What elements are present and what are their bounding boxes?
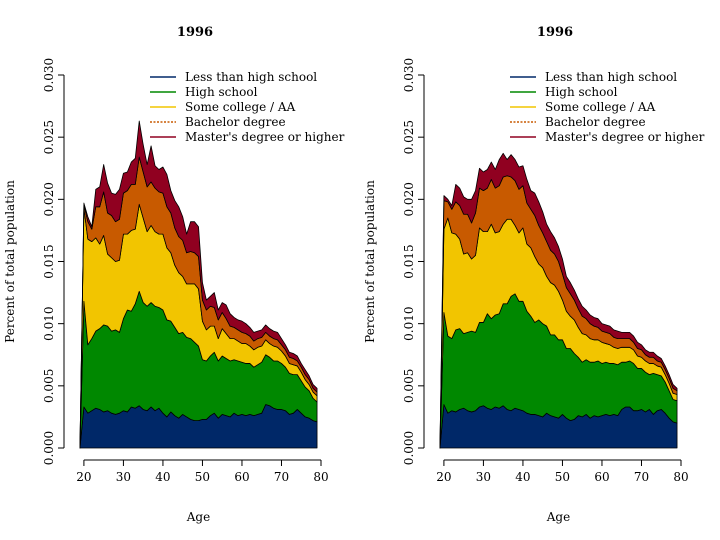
x-tick-label: 50 [555, 470, 570, 484]
y-tick-label: 0.020 [42, 182, 56, 216]
legend-label-less-than-high-school: Less than high school [185, 70, 317, 84]
y-tick-label: 0.005 [42, 369, 56, 403]
y-tick-label: 0.000 [402, 431, 416, 465]
legend-label-high-school: High school [185, 85, 258, 99]
x-tick-label: 40 [155, 470, 170, 484]
x-axis-label: Age [546, 510, 570, 524]
y-tick-label: 0.020 [402, 182, 416, 216]
y-tick-label: 0.015 [42, 244, 56, 278]
legend-label-master-s-degree-or-higher: Master's degree or higher [185, 130, 345, 144]
x-tick-label: 70 [274, 470, 289, 484]
x-tick-label: 20 [436, 470, 451, 484]
y-tick-label: 0.025 [42, 120, 56, 154]
legend-label-some-college-aa: Some college / AA [545, 100, 656, 114]
chart-title: 1996 [537, 25, 573, 40]
x-tick-label: 70 [634, 470, 649, 484]
legend-label-bachelor-degree: Bachelor degree [185, 115, 286, 129]
legend-label-high-school: High school [545, 85, 618, 99]
chart-panel-left: 1996 20 30 40 50 60 70 80 Age 0.000 0.005 0.010 0.01… [3, 25, 345, 524]
x-tick-label: 20 [76, 470, 91, 484]
x-tick-label: 80 [673, 470, 688, 484]
y-axis-label: Percent of total population [3, 180, 17, 343]
area-master-s-degree-or-higher [439, 152, 678, 449]
x-tick-label: 60 [234, 470, 249, 484]
legend-label-some-college-aa: Some college / AA [185, 100, 296, 114]
chart-title: 1996 [177, 25, 213, 40]
area-master-s-degree-or-higher [79, 120, 318, 449]
legend-label-master-s-degree-or-higher: Master's degree or higher [545, 130, 705, 144]
y-tick-label: 0.010 [402, 306, 416, 340]
legend-label-bachelor-degree: Bachelor degree [545, 115, 646, 129]
y-tick-label: 0.025 [402, 120, 416, 154]
x-tick-label: 50 [195, 470, 210, 484]
y-axis-label: Percent of total population [363, 180, 377, 343]
chart-panel-right: 1996 20 30 40 50 60 70 80 Age 0.000 0.005 0.010 0.01… [363, 25, 705, 524]
x-tick-label: 80 [313, 470, 328, 484]
y-tick-label: 0.015 [402, 244, 416, 278]
y-tick-label: 0.030 [402, 58, 416, 92]
x-tick-label: 60 [594, 470, 609, 484]
y-tick-label: 0.010 [42, 306, 56, 340]
legend-label-less-than-high-school: Less than high school [545, 70, 677, 84]
y-tick-label: 0.000 [42, 431, 56, 465]
y-tick-label: 0.005 [402, 369, 416, 403]
y-tick-label: 0.030 [42, 58, 56, 92]
x-axis-label: Age [186, 510, 210, 524]
x-tick-label: 30 [476, 470, 491, 484]
x-tick-label: 40 [515, 470, 530, 484]
x-tick-label: 30 [116, 470, 131, 484]
